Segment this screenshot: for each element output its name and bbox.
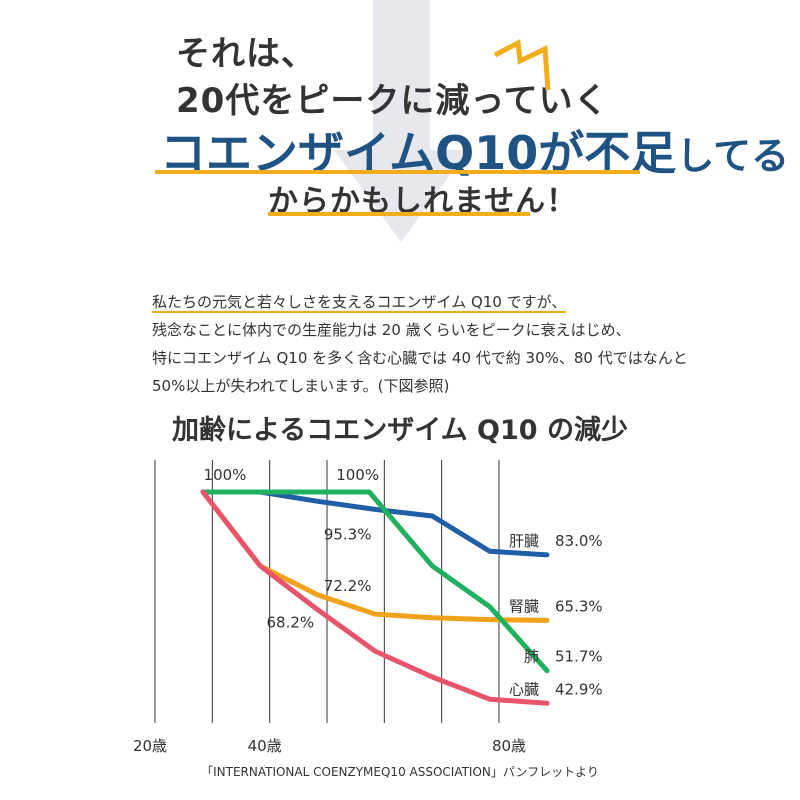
series-name-label: 腎臓 bbox=[509, 597, 539, 615]
body-line-1: 私たちの元気と若々しさを支えるコエンザイム Q10 ですが、 bbox=[152, 293, 567, 313]
data-annotation: 72.2% bbox=[324, 577, 372, 595]
data-annotation: 100% bbox=[204, 466, 247, 484]
body-paragraph: 私たちの元気と若々しさを支えるコエンザイム Q10 ですが、 残念なことに体内で… bbox=[152, 288, 688, 400]
body-line-4: 50%以上が失われてしまいます。(下図参照) bbox=[152, 377, 450, 395]
zigzag-spark-icon bbox=[493, 39, 551, 91]
series-name-label: 心臓 bbox=[509, 680, 539, 698]
series-end-value-label: 51.7% bbox=[555, 648, 603, 666]
x-tick-label-40: 40歳 bbox=[248, 737, 282, 755]
headline-line-2: 20代をピークに減っていく bbox=[176, 81, 609, 121]
chart-source: 「INTERNATIONAL COENZYMEQ10 ASSOCIATION」パ… bbox=[201, 765, 599, 779]
data-annotation: 68.2% bbox=[267, 614, 315, 632]
headline: それは、 20代をピークに減っていく コエンザイムQ10が不足してる からかもし… bbox=[0, 0, 800, 250]
series-line-肺 bbox=[200, 489, 550, 674]
body-line-2: 残念なことに体内での生産能力は 20 歳くらいをピークに衰えはじめ、 bbox=[152, 321, 631, 339]
series-end-value-label: 83.0% bbox=[555, 532, 603, 550]
chart-series bbox=[200, 489, 550, 706]
chart-title: 加齢によるコエンザイム Q10 の減少 bbox=[172, 415, 628, 446]
series-line-心臓 bbox=[200, 489, 550, 706]
series-end-value-label: 65.3% bbox=[555, 597, 603, 615]
down-arrow-icon bbox=[334, 0, 468, 242]
headline-line-1: それは、 bbox=[176, 34, 316, 74]
series-name-label: 肝臓 bbox=[509, 532, 539, 550]
chart-labels: 20歳 40歳 80歳 肝臓 83.0% 腎臓 65.3% 肺 51.7% 心臓 42.9% 100%… bbox=[133, 466, 603, 755]
data-annotation: 95.3% bbox=[324, 525, 372, 543]
x-tick-label-20: 20歳 bbox=[133, 737, 167, 755]
coq10-decline-chart: 20歳 40歳 80歳 肝臓 83.0% 腎臓 65.3% 肺 51.7% 心臓 42.9% 100%… bbox=[133, 460, 603, 755]
series-end-value-label: 42.9% bbox=[555, 680, 603, 698]
headline-underline bbox=[155, 170, 640, 174]
headline-underline-2 bbox=[268, 212, 530, 216]
headline-line-3-tail: してる bbox=[676, 134, 790, 178]
body-line-3: 特にコエンザイム Q10 を多く含む心臓では 40 代で約 30%、80 代では… bbox=[152, 349, 688, 367]
x-tick-label-80: 80歳 bbox=[492, 737, 526, 755]
series-name-label: 肺 bbox=[524, 648, 539, 666]
data-annotation: 100% bbox=[336, 466, 379, 484]
